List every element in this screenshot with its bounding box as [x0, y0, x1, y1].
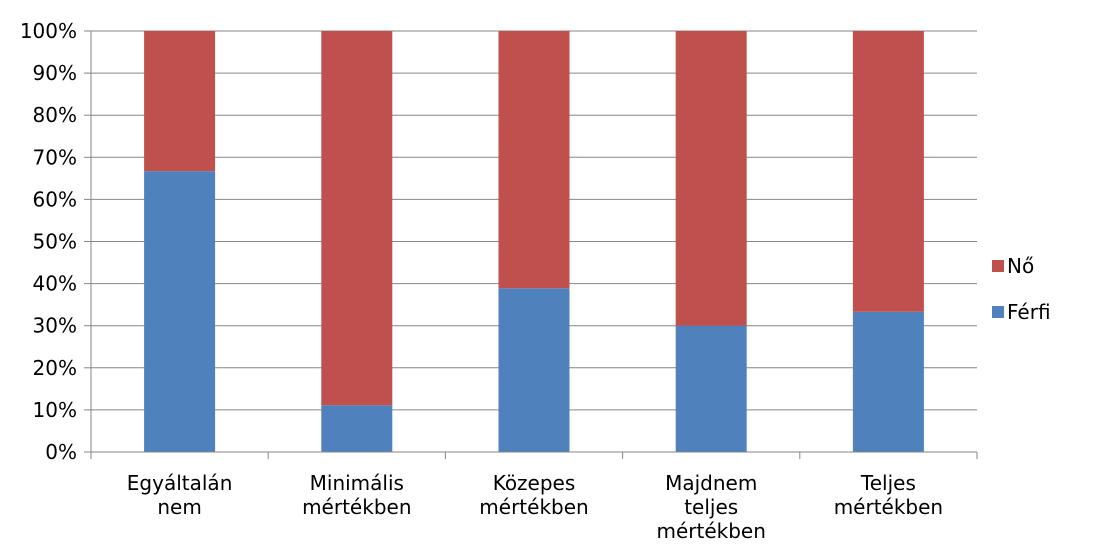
bar-segment — [321, 31, 393, 406]
x-axis-category-labels: Egyáltalán nem Minimális mértékben Közepes mé… — [127, 471, 943, 543]
x-axis-category-label: Majdnem teljes mértékben — [656, 471, 765, 543]
bar-segment — [321, 405, 393, 452]
legend-label: Férfi — [1007, 300, 1051, 324]
legend-label: Nő — [1007, 254, 1034, 278]
bar-segment — [852, 311, 924, 452]
bar-segment — [498, 31, 570, 289]
bar-segment — [852, 31, 924, 312]
bar-segment — [675, 325, 747, 452]
y-axis-tick-label: 100% — [20, 19, 77, 43]
bar-segment — [675, 31, 747, 326]
y-axis-tick-label: 20% — [33, 356, 77, 380]
y-axis-tick-label: 40% — [33, 272, 77, 296]
legend-swatch — [992, 260, 1004, 272]
y-axis-tick-label: 90% — [33, 61, 77, 85]
axes — [84, 30, 978, 459]
y-axis-tick-label: 80% — [33, 103, 77, 127]
bar-segment — [144, 31, 216, 172]
y-axis-tick-label: 60% — [33, 187, 77, 211]
legend: Nő Férfi — [992, 254, 1051, 324]
y-axis-tick-label: 30% — [33, 314, 77, 338]
y-axis-tick-labels: 0% 10% 20% 30% 40% 50% 60% 70% 80% 90% 100% — [20, 19, 77, 464]
x-axis-category-label: Egyáltalán nem — [127, 471, 233, 519]
y-axis-tick-label: 10% — [33, 398, 77, 422]
y-axis-tick-label: 70% — [33, 145, 77, 169]
y-axis-tick-label: 0% — [45, 440, 77, 464]
bar-segment — [498, 288, 570, 452]
y-axis-tick-label: 50% — [33, 230, 77, 254]
x-axis-category-label: Teljes mértékben — [834, 471, 943, 519]
bar-segment — [144, 171, 216, 452]
legend-swatch — [992, 306, 1004, 318]
x-axis-category-label: Minimális mértékben — [302, 471, 411, 519]
x-axis-category-label: Közepes mértékben — [479, 471, 588, 519]
bars — [144, 31, 924, 452]
